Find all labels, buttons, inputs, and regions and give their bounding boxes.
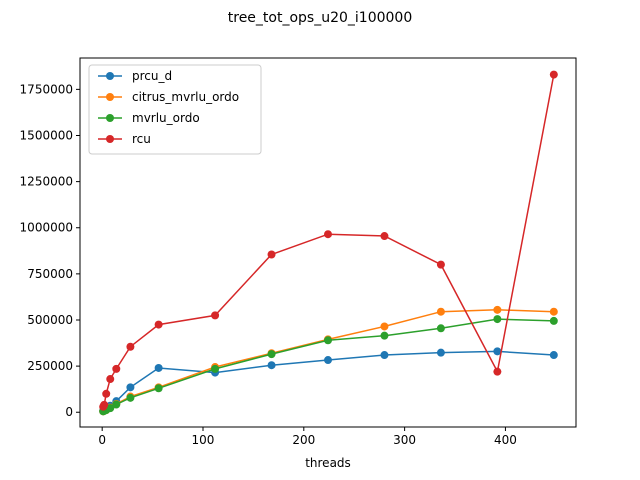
legend-label: citrus_mvrlu_ordo [132, 90, 239, 104]
data-point [493, 347, 502, 356]
y-tick-label: 1500000 [20, 128, 73, 142]
data-point [126, 342, 135, 351]
data-point [126, 383, 135, 392]
legend-swatch-marker [106, 72, 114, 80]
data-point [493, 305, 502, 314]
series-rcu [99, 70, 558, 411]
legend-item: rcu [98, 132, 151, 146]
data-point [324, 336, 332, 345]
data-point [380, 322, 389, 331]
data-point [493, 315, 502, 324]
series-line [102, 318, 554, 412]
x-tick-label: 400 [494, 433, 517, 447]
y-tick-label: 1250000 [20, 175, 73, 189]
data-point [380, 232, 389, 241]
data-point [126, 393, 135, 402]
x-axis: 0 100 200 300 400 [98, 427, 517, 447]
data-point [436, 324, 445, 333]
data-point [549, 70, 558, 79]
y-tick-label: 500000 [27, 313, 73, 327]
data-point [267, 250, 276, 259]
series-prcu_d [99, 347, 558, 415]
y-tick-label: 250000 [27, 359, 73, 373]
legend-item: mvrlu_ordo [98, 111, 200, 125]
chart-title: tree_tot_ops_u20_i100000 [228, 10, 412, 26]
data-point [380, 331, 389, 340]
data-point [380, 351, 389, 360]
y-tick-label: 750000 [27, 267, 73, 281]
y-axis: 0 250000 500000 750000 1000000 1250000 1500000… [20, 82, 80, 419]
data-point [324, 230, 332, 239]
x-tick-label: 200 [292, 433, 315, 447]
data-point [154, 363, 163, 372]
legend-swatch-marker [106, 135, 114, 143]
data-point [154, 320, 163, 329]
plot-area-frame [79, 57, 577, 428]
series-mvrlu_ordo [99, 315, 558, 416]
data-point [112, 364, 121, 373]
x-tick-label: 100 [192, 433, 215, 447]
data-point [106, 375, 115, 384]
legend-item: citrus_mvrlu_ordo [98, 90, 239, 104]
x-tick-label: 0 [98, 433, 106, 447]
legend-label: prcu_d [132, 69, 172, 83]
series-layer [99, 70, 558, 416]
data-point [267, 350, 276, 359]
x-tick-label: 300 [393, 433, 416, 447]
data-point [267, 361, 276, 370]
legend-item: prcu_d [98, 69, 172, 83]
data-point [436, 307, 445, 316]
data-point [211, 311, 220, 320]
data-point [436, 260, 445, 269]
legend-label: mvrlu_ordo [132, 111, 200, 125]
y-tick-label: 0 [65, 405, 73, 419]
data-point [324, 356, 332, 365]
data-point [436, 348, 445, 357]
data-point [102, 389, 111, 398]
data-point [100, 400, 109, 409]
legend-box [88, 64, 262, 155]
data-point [549, 307, 558, 316]
legend-swatch-marker [106, 114, 114, 122]
data-point [211, 364, 220, 373]
data-point [493, 367, 502, 376]
data-point [106, 404, 115, 413]
data-point [549, 351, 558, 360]
y-tick-label: 1000000 [20, 221, 73, 235]
legend-label: rcu [132, 132, 151, 146]
legend-swatch-marker [106, 93, 114, 101]
y-tick-label: 1750000 [20, 82, 73, 96]
data-point [112, 400, 121, 409]
data-point [154, 384, 163, 393]
data-point [549, 316, 558, 325]
x-axis-label: threads [305, 456, 351, 470]
